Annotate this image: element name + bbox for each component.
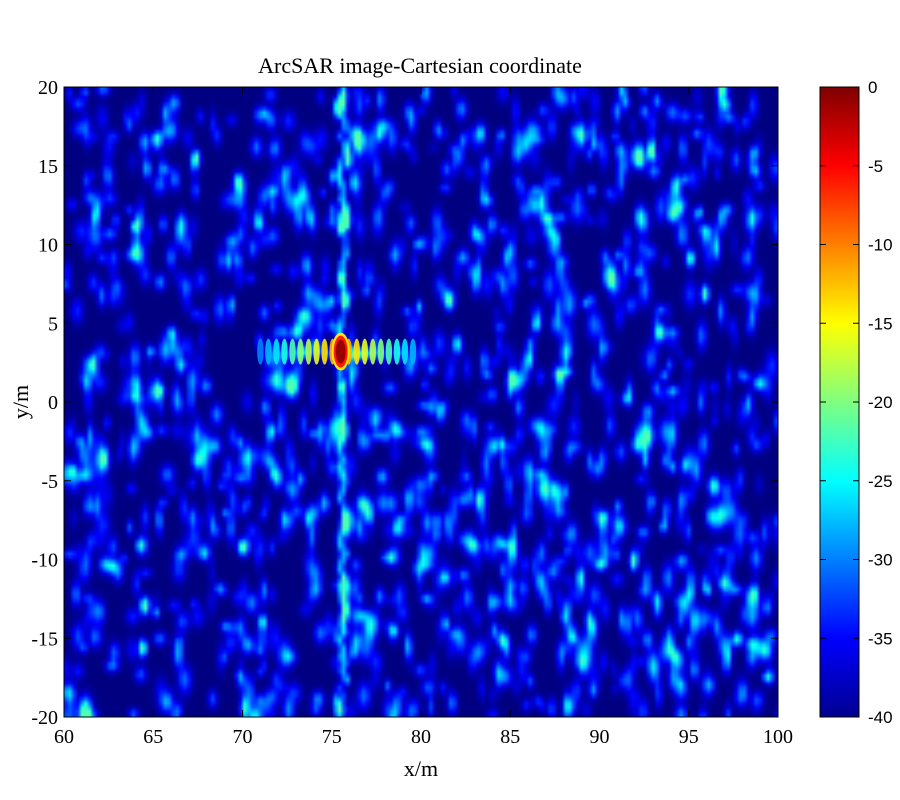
- sidelobe-mark: [409, 338, 417, 365]
- peak-target: [335, 339, 346, 364]
- colorbar-tick-label: 0: [868, 78, 877, 97]
- y-tick-label: 10: [38, 235, 58, 257]
- y-tick-label: -15: [31, 628, 58, 650]
- y-tick-label: 0: [48, 392, 58, 414]
- sidelobe-mark: [377, 338, 385, 365]
- sidelobe-mark: [281, 338, 288, 365]
- sidelobe-mark: [321, 338, 328, 365]
- x-tick-label: 70: [233, 726, 253, 748]
- colorbar-tick-label: -30: [868, 551, 893, 570]
- sidelobe-mark: [401, 338, 409, 365]
- colorbar: [819, 86, 860, 718]
- y-tick-label: 5: [48, 313, 58, 335]
- sidelobe-mark: [257, 338, 264, 365]
- x-tick-label: 85: [500, 726, 520, 748]
- colorbar-tick-label: -15: [868, 314, 893, 333]
- x-tick-label: 100: [763, 726, 793, 748]
- x-tick-label: 75: [322, 726, 342, 748]
- chart-title: ArcSAR image-Cartesian coordinate: [258, 53, 582, 78]
- colorbar-ticks: 0 -5 -10 -15 -20 -25 -30 -35 -40: [820, 78, 893, 727]
- colorbar-tick-label: -40: [868, 708, 893, 727]
- colorbar-tick-label: -5: [868, 157, 883, 176]
- y-axis-ticks: 20 15 10 5 0 -5 -10 -15 -20: [31, 77, 778, 729]
- sidelobe-mark: [289, 338, 296, 365]
- x-tick-label: 60: [54, 726, 74, 748]
- x-axis-ticks: 60 65 70 75 80 85 90 95 100: [54, 87, 793, 748]
- y-tick-label: -10: [31, 550, 58, 572]
- sidelobe-mark: [273, 338, 280, 365]
- y-tick-label: 15: [38, 156, 58, 178]
- sidelobe-mark: [313, 338, 320, 365]
- y-tick-label: -5: [41, 471, 58, 493]
- y-tick-label: 20: [38, 77, 58, 99]
- sidelobe-mark: [353, 338, 360, 365]
- sidelobe-mark: [297, 338, 304, 365]
- colorbar-tick-label: -35: [868, 629, 893, 648]
- x-tick-label: 65: [143, 726, 163, 748]
- x-tick-label: 80: [411, 726, 431, 748]
- x-axis-label: x/m: [404, 756, 438, 781]
- sidelobe-mark: [385, 338, 393, 365]
- sidelobe-mark: [361, 338, 368, 365]
- sidelobe-mark: [369, 338, 377, 365]
- x-tick-label: 90: [590, 726, 610, 748]
- sidelobe-mark: [305, 338, 312, 365]
- colorbar-tick-label: -20: [868, 393, 893, 412]
- heatmap-image: [64, 87, 778, 717]
- sidelobe-mark: [393, 338, 401, 365]
- y-axis-label: y/m: [8, 385, 33, 419]
- colorbar-tick-label: -25: [868, 472, 893, 491]
- colorbar-tick-label: -10: [868, 236, 893, 255]
- sidelobe-mark: [265, 338, 272, 365]
- y-tick-label: -20: [31, 707, 58, 729]
- x-tick-label: 95: [679, 726, 699, 748]
- heatmap-plot-area: [64, 87, 778, 717]
